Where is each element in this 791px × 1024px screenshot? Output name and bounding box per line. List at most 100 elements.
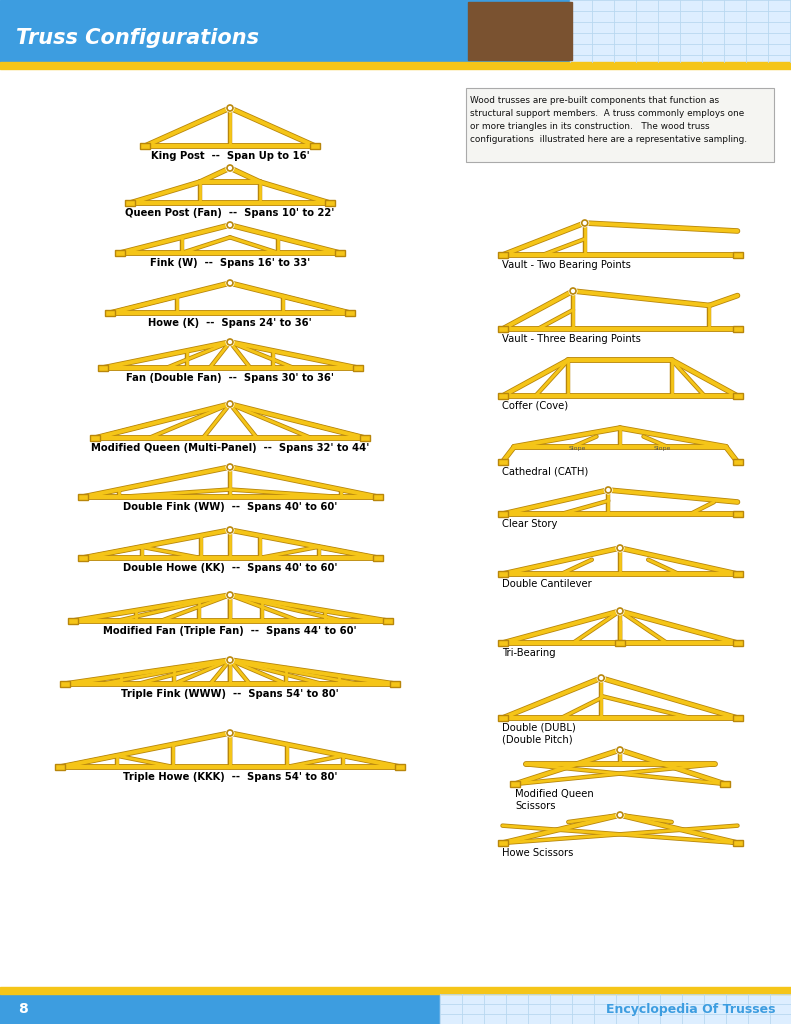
- Circle shape: [226, 591, 234, 599]
- Circle shape: [226, 221, 234, 228]
- Bar: [468, 2, 572, 60]
- Circle shape: [226, 104, 234, 112]
- Circle shape: [226, 280, 234, 287]
- Bar: [335, 250, 345, 256]
- Bar: [720, 781, 730, 787]
- Circle shape: [570, 287, 577, 295]
- Text: configurations  illustrated here are a representative sampling.: configurations illustrated here are a re…: [470, 135, 747, 144]
- Bar: [732, 393, 743, 399]
- Bar: [0, 994, 791, 1024]
- Circle shape: [226, 526, 234, 534]
- Bar: [466, 88, 774, 162]
- Bar: [732, 840, 743, 846]
- Bar: [55, 764, 65, 770]
- Circle shape: [616, 746, 624, 754]
- Text: or more triangles in its construction.   The wood truss: or more triangles in its construction. T…: [470, 122, 710, 131]
- Bar: [498, 459, 508, 465]
- Bar: [510, 781, 520, 787]
- Text: Slope: Slope: [653, 446, 671, 452]
- Bar: [78, 494, 88, 500]
- Text: structural support members.  A truss commonly employs one: structural support members. A truss comm…: [470, 109, 744, 118]
- Circle shape: [226, 656, 234, 664]
- Text: Triple Fink (WWW)  --  Spans 54' to 80': Triple Fink (WWW) -- Spans 54' to 80': [121, 689, 339, 699]
- Bar: [498, 715, 508, 721]
- Bar: [325, 200, 335, 206]
- Circle shape: [226, 164, 234, 172]
- Text: Slope: Slope: [569, 446, 586, 452]
- Text: Wood trusses are pre-built components that function as: Wood trusses are pre-built components th…: [470, 96, 719, 105]
- Bar: [498, 252, 508, 258]
- Bar: [0, 987, 791, 994]
- Bar: [345, 310, 355, 316]
- Text: 8: 8: [18, 1002, 28, 1016]
- Bar: [440, 994, 791, 1024]
- Bar: [97, 365, 108, 371]
- Bar: [360, 435, 370, 441]
- Text: Tri-Bearing: Tri-Bearing: [502, 648, 556, 658]
- Circle shape: [226, 463, 234, 471]
- Bar: [732, 252, 743, 258]
- Circle shape: [226, 729, 234, 737]
- Bar: [0, 62, 791, 69]
- Text: Truss Configurations: Truss Configurations: [16, 28, 259, 48]
- Text: King Post  --  Span Up to 16': King Post -- Span Up to 16': [150, 151, 309, 161]
- Circle shape: [604, 486, 612, 494]
- Text: Vault - Two Bearing Points: Vault - Two Bearing Points: [502, 260, 631, 270]
- Circle shape: [226, 338, 234, 346]
- Bar: [373, 494, 383, 500]
- Bar: [90, 435, 100, 441]
- Bar: [498, 393, 508, 399]
- Text: Howe Scissors: Howe Scissors: [502, 848, 574, 858]
- Circle shape: [616, 811, 624, 819]
- Bar: [115, 250, 125, 256]
- Bar: [498, 511, 508, 517]
- Circle shape: [226, 400, 234, 408]
- Circle shape: [581, 219, 589, 226]
- Bar: [498, 326, 508, 332]
- Bar: [732, 640, 743, 646]
- Bar: [732, 459, 743, 465]
- Bar: [125, 200, 135, 206]
- Bar: [395, 764, 405, 770]
- Bar: [732, 571, 743, 577]
- Circle shape: [597, 674, 605, 682]
- Bar: [67, 618, 78, 624]
- Text: Vault - Three Bearing Points: Vault - Three Bearing Points: [502, 334, 642, 344]
- Bar: [570, 0, 791, 62]
- Bar: [310, 143, 320, 150]
- Text: Howe (K)  --  Spans 24' to 36': Howe (K) -- Spans 24' to 36': [148, 318, 312, 328]
- Text: Queen Post (Fan)  --  Spans 10' to 22': Queen Post (Fan) -- Spans 10' to 22': [125, 208, 335, 218]
- Text: Modified Fan (Triple Fan)  --  Spans 44' to 60': Modified Fan (Triple Fan) -- Spans 44' t…: [103, 626, 357, 636]
- Bar: [498, 640, 508, 646]
- Circle shape: [616, 607, 624, 614]
- Text: Cathedral (CATH): Cathedral (CATH): [502, 467, 589, 477]
- Bar: [105, 310, 115, 316]
- Bar: [78, 555, 88, 561]
- Circle shape: [616, 544, 624, 552]
- Text: Modified Queen (Multi-Panel)  --  Spans 32' to 44': Modified Queen (Multi-Panel) -- Spans 32…: [91, 443, 369, 453]
- Text: Double Fink (WW)  --  Spans 40' to 60': Double Fink (WW) -- Spans 40' to 60': [123, 502, 337, 512]
- Bar: [383, 618, 392, 624]
- Bar: [0, 0, 791, 62]
- Text: Fink (W)  --  Spans 16' to 33': Fink (W) -- Spans 16' to 33': [149, 258, 310, 268]
- Bar: [732, 715, 743, 721]
- Text: Double (DUBL)
(Double Pitch): Double (DUBL) (Double Pitch): [502, 723, 577, 744]
- Bar: [390, 681, 400, 687]
- Text: Triple Howe (KKK)  --  Spans 54' to 80': Triple Howe (KKK) -- Spans 54' to 80': [123, 772, 337, 782]
- Bar: [615, 640, 625, 646]
- Bar: [732, 326, 743, 332]
- Bar: [60, 681, 70, 687]
- Bar: [498, 840, 508, 846]
- Text: Double Cantilever: Double Cantilever: [502, 579, 592, 589]
- Bar: [732, 511, 743, 517]
- Text: Fan (Double Fan)  --  Spans 30' to 36': Fan (Double Fan) -- Spans 30' to 36': [126, 373, 334, 383]
- Text: Coffer (Cove): Coffer (Cove): [502, 401, 569, 411]
- Text: Clear Story: Clear Story: [502, 519, 558, 529]
- Text: Modified Queen
Scissors: Modified Queen Scissors: [515, 790, 594, 811]
- Bar: [140, 143, 150, 150]
- Text: Encyclopedia Of Trusses: Encyclopedia Of Trusses: [605, 1002, 775, 1016]
- Bar: [498, 571, 508, 577]
- Text: Double Howe (KK)  --  Spans 40' to 60': Double Howe (KK) -- Spans 40' to 60': [123, 563, 337, 573]
- Bar: [353, 365, 362, 371]
- Bar: [373, 555, 383, 561]
